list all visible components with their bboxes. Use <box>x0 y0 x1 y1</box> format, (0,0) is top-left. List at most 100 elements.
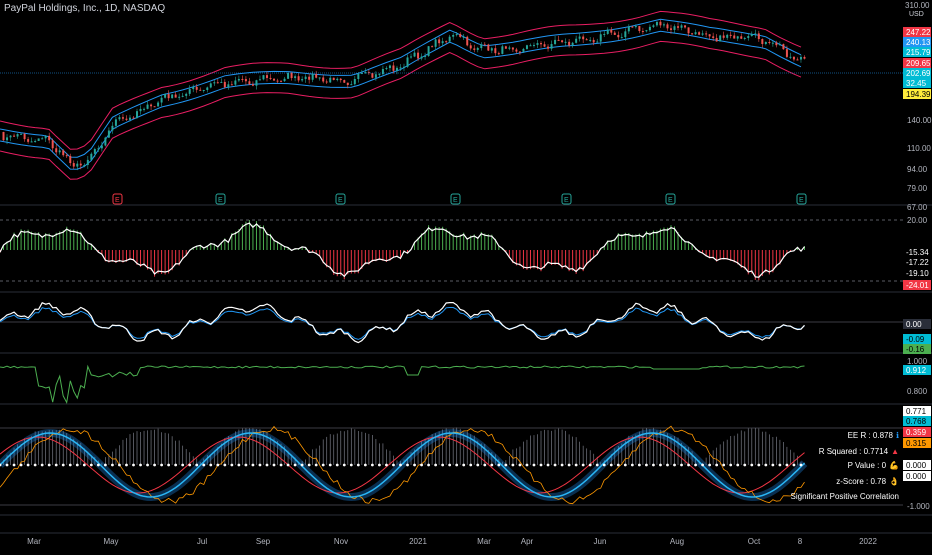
candle-body <box>578 36 581 39</box>
price-badge <box>903 37 931 47</box>
candle-body <box>72 163 75 167</box>
osc4-zero-dot <box>153 463 156 467</box>
osc4-zero-dot <box>314 463 318 467</box>
osc4-badge <box>903 438 931 448</box>
earnings-marker-icon <box>335 193 346 205</box>
osc4-zero-dot <box>687 463 690 467</box>
osc1-badge-label: -24.01 <box>906 281 929 290</box>
osc4-zero-dot <box>47 463 51 467</box>
candle-body <box>529 45 532 47</box>
osc3-correlation-line <box>0 364 805 405</box>
osc4-zero-dot <box>539 463 543 467</box>
osc4-badge <box>903 416 931 426</box>
candle-body <box>634 26 637 28</box>
candle-body <box>410 56 413 58</box>
osc4-zero-dot <box>328 463 332 467</box>
candle-body <box>150 104 153 107</box>
candle-body <box>487 44 490 51</box>
osc4-zero-dot <box>427 463 430 467</box>
osc4-main-line <box>0 432 806 498</box>
osc4-zero-dot <box>525 463 529 467</box>
candle-body <box>757 33 760 40</box>
osc4-zero-dot <box>504 463 508 467</box>
price-axis-tick: 140.00 <box>907 116 932 125</box>
osc4-zero-dot <box>40 463 44 467</box>
candle-body <box>568 41 571 46</box>
correlation-stat-line: Significant Positive Correlation <box>791 492 900 501</box>
osc4-zero-dot <box>722 463 726 467</box>
candle-body <box>441 41 444 44</box>
channel-mid-upper-line <box>0 18 802 158</box>
candle-body <box>413 52 416 57</box>
candle-body <box>627 26 630 32</box>
candle-body <box>41 138 44 140</box>
candle-body <box>571 42 574 46</box>
price-badge <box>903 89 931 99</box>
candle-body <box>645 30 648 32</box>
osc4-tick: -1.000 <box>907 502 930 511</box>
osc4-zero-dot <box>61 463 65 467</box>
osc4-zero-dot <box>244 463 248 467</box>
candle-body <box>322 77 325 82</box>
osc4-zero-dot <box>378 463 381 467</box>
osc4-zero-dot <box>265 463 269 467</box>
osc4-badge <box>903 460 931 470</box>
candle-body <box>258 79 261 81</box>
candle-body <box>669 28 672 30</box>
osc4-zero-dot <box>75 463 79 467</box>
earnings-marker-label: E <box>338 197 343 204</box>
osc4-zero-dot <box>293 463 297 467</box>
candle-body <box>128 117 131 120</box>
osc4-zero-dot <box>5 463 9 467</box>
candle-body <box>455 34 458 36</box>
osc4-zero-dot <box>623 463 627 467</box>
candle-body <box>346 82 349 85</box>
candle-body <box>459 34 462 37</box>
candle-body <box>265 75 268 78</box>
channel-mid-lower-line <box>0 30 802 170</box>
candle-body <box>511 47 514 50</box>
price-badge-label: 240.13 <box>906 38 931 47</box>
osc3-badge-label: 0.912 <box>906 366 927 375</box>
candle-body <box>476 48 479 50</box>
osc4-zero-dot <box>701 463 705 467</box>
candle-body <box>494 48 497 54</box>
candle-body <box>417 52 420 59</box>
price-badge-label: 247.22 <box>906 28 931 37</box>
osc4-zero-dot <box>132 463 135 467</box>
price-badge-label: 194.39 <box>906 90 931 99</box>
candle-body <box>754 33 757 35</box>
osc1-tick: 20.00 <box>907 216 928 225</box>
candle-body <box>508 47 511 49</box>
osc1-badge <box>903 247 931 257</box>
candle-body <box>83 164 86 166</box>
candle-body <box>778 44 781 46</box>
candle-body <box>392 65 395 71</box>
osc4-zero-dot <box>363 463 367 467</box>
candle-body <box>543 44 546 47</box>
candle-body <box>406 57 409 67</box>
candle-body <box>466 36 469 46</box>
candle-body <box>504 46 507 49</box>
candle-body <box>125 118 128 120</box>
osc4-zero-dot <box>406 463 409 467</box>
candle-body <box>237 78 240 81</box>
osc4-zero-dot <box>146 463 149 467</box>
candle-body <box>241 78 244 80</box>
osc4-zero-dot <box>736 463 740 467</box>
osc4-zero-dot <box>385 463 388 467</box>
correlation-stat-line: EE R : 0.878 ℹ <box>848 431 899 440</box>
candle-body <box>388 65 391 69</box>
osc3-tick: 0.800 <box>907 387 928 396</box>
candle-body <box>273 78 276 81</box>
stat-emoji-icon: ▲ <box>891 447 899 456</box>
correlation-stat-text: Significant Positive Correlation <box>790 492 900 501</box>
candle-body <box>803 56 806 59</box>
osc4-zero-dot <box>750 463 754 467</box>
candle-body <box>287 72 290 79</box>
candle-body <box>561 40 564 43</box>
time-axis-label: Jun <box>594 537 607 546</box>
candle-body <box>420 56 423 59</box>
